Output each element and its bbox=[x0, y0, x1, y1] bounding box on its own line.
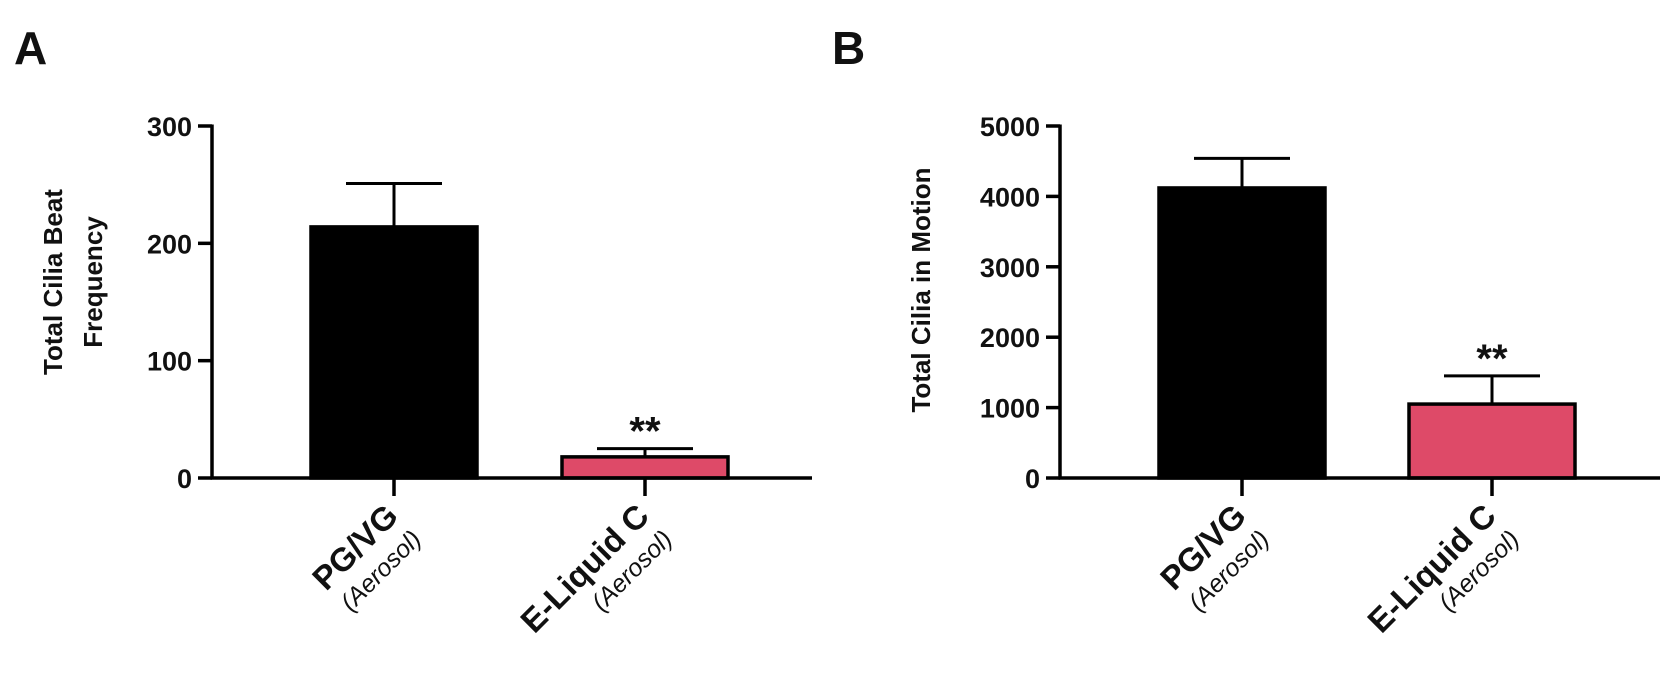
y-tick-label-a-0: 0 bbox=[177, 464, 192, 494]
bar-b-2 bbox=[1407, 402, 1577, 480]
x-category-a-1: PG/VG(Aerosol) bbox=[305, 497, 427, 617]
y-tick-label-b-1: 1000 bbox=[980, 394, 1040, 424]
x-category-b-1: PG/VG(Aerosol) bbox=[1153, 497, 1275, 617]
y-tick-label-b-4: 4000 bbox=[980, 182, 1040, 212]
chart-a-marks: ** 0 100 200 300 PG/VG(Aerosol) E-Liquid C(Aer… bbox=[147, 112, 812, 640]
y-tick-label-b-3: 3000 bbox=[980, 253, 1040, 283]
bar-b-1 bbox=[1157, 186, 1327, 480]
y-tick-label-a-2: 200 bbox=[147, 229, 192, 259]
panel-letter-b: B bbox=[832, 22, 865, 74]
x-category-a-2: E-Liquid C(Aerosol) bbox=[513, 497, 678, 640]
y-tick-label-b-5: 5000 bbox=[980, 112, 1040, 142]
panel-a: A Total Cilia Beat Frequency ** 0 100 200 30… bbox=[14, 22, 812, 640]
y-axis-title-a: Total Cilia Beat Frequency bbox=[38, 189, 108, 375]
bar-a-2 bbox=[560, 455, 730, 480]
y-tick-label-a-3: 300 bbox=[147, 112, 192, 142]
y-axis-title-b-line-1: Total Cilia in Motion bbox=[906, 167, 936, 412]
y-tick-label-b-0: 0 bbox=[1025, 464, 1040, 494]
panel-letter-a: A bbox=[14, 22, 47, 74]
y-tick-label-b-2: 2000 bbox=[980, 323, 1040, 353]
y-axis-title-a-line-1: Total Cilia Beat bbox=[38, 189, 68, 375]
y-axis-title-a-line-2: Frequency bbox=[78, 216, 108, 348]
x-category-b-2: E-Liquid C(Aerosol) bbox=[1360, 497, 1525, 640]
bar-a-1 bbox=[309, 225, 479, 480]
significance-label-a-2: ** bbox=[629, 410, 661, 454]
significance-label-b-2: ** bbox=[1476, 337, 1508, 381]
chart-b-marks: ** 0 1000 2000 3000 4000 5000 PG/VG(Aerosol) E-L… bbox=[980, 112, 1660, 640]
panel-b: B Total Cilia in Motion ** 0 1000 2000 3000 4… bbox=[832, 22, 1660, 640]
y-tick-label-a-1: 100 bbox=[147, 347, 192, 377]
y-axis-title-b: Total Cilia in Motion bbox=[906, 167, 936, 412]
